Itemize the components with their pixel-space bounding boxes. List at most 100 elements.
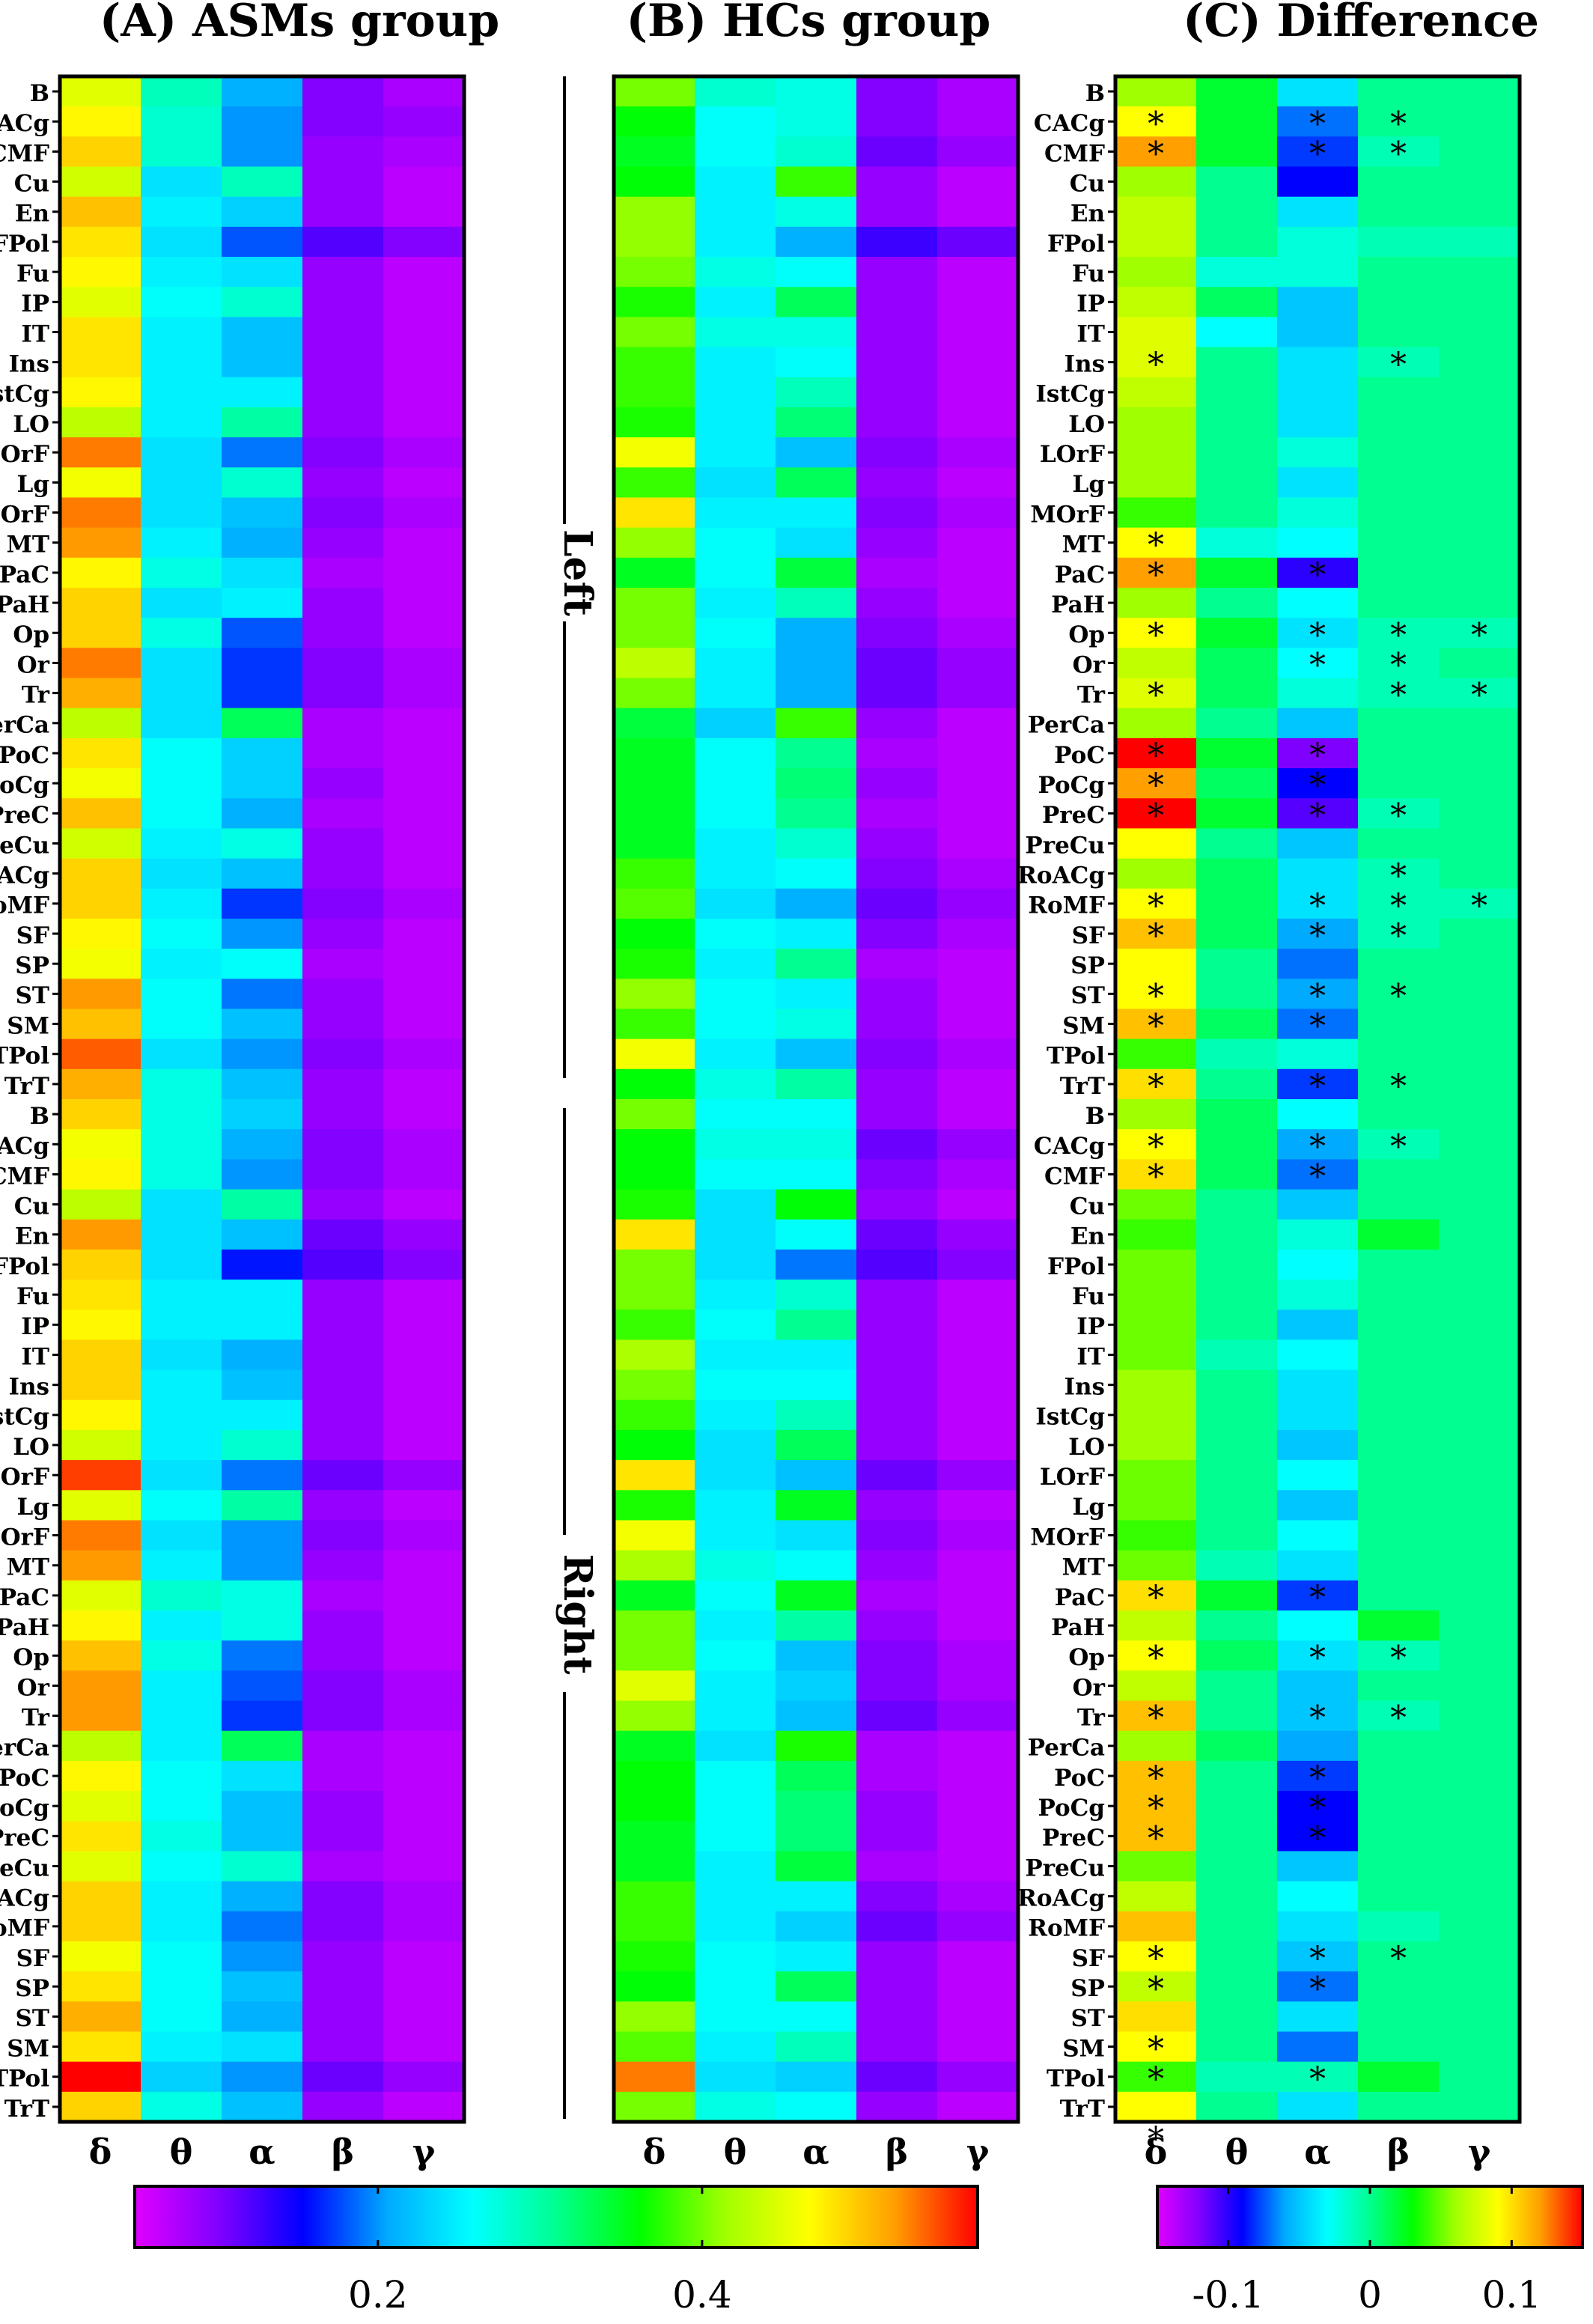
- heatmap-cell: [1358, 2001, 1440, 2033]
- heatmap-cell: [856, 1941, 938, 1972]
- heatmap-cell: [383, 1219, 465, 1250]
- heatmap-cell: [695, 1821, 776, 1852]
- heatmap-cell: [1277, 1821, 1359, 1852]
- heatmap-cell: [1358, 1309, 1440, 1341]
- heatmap-cell: [937, 467, 1019, 499]
- row-labels-right: BCACgCMFCuEnFPolFuIPITInsIstCgLOLOrFLgMO…: [1017, 80, 1115, 2123]
- heatmap-cell: [1196, 2031, 1278, 2063]
- heatmap-cell: [1358, 287, 1440, 318]
- heatmap-cell: [1196, 1760, 1278, 1792]
- heatmap-cell: [60, 1911, 141, 1942]
- heatmap-cell: [1196, 1189, 1278, 1220]
- heatmap-cell: [383, 1700, 465, 1732]
- heatmap-cell: [776, 708, 857, 739]
- heatmap-cell: [222, 2091, 303, 2123]
- row-label: MT: [7, 1554, 49, 1581]
- hemisphere-divider: Left Right: [555, 76, 600, 2119]
- heatmap-cell: [302, 347, 384, 378]
- heatmap-cell: [141, 1099, 222, 1130]
- heatmap-cell: [1277, 527, 1359, 559]
- heatmap-cell: [1358, 949, 1440, 979]
- heatmap-cell: [1196, 678, 1278, 709]
- heatmap-cell: [60, 1189, 141, 1220]
- heatmap-cell: [695, 437, 776, 468]
- heatmap-cell: [776, 407, 857, 438]
- heatmap-cell: [141, 317, 222, 348]
- significance-marker: *: [1309, 887, 1326, 925]
- panel-b-title: (B) HCs group: [627, 0, 991, 47]
- heatmap-cell: [695, 136, 776, 168]
- heatmap-cell: [937, 196, 1019, 228]
- heatmap-cell: [614, 106, 695, 137]
- significance-marker: *: [1309, 1128, 1326, 1166]
- heatmap-cell: [856, 1129, 938, 1160]
- row-label: Ins: [9, 1374, 50, 1401]
- heatmap-cell: [1358, 648, 1440, 679]
- heatmap-cell: [1196, 467, 1278, 499]
- heatmap-cell: [1439, 979, 1520, 1010]
- heatmap-cell: [856, 737, 938, 769]
- heatmap-cell: [1277, 1038, 1359, 1070]
- heatmap-cell: [1358, 76, 1440, 107]
- heatmap-cell: [1115, 196, 1197, 228]
- heatmap-cell: [776, 1429, 857, 1461]
- heatmap-cell: [60, 1941, 141, 1972]
- heatmap-cell: [1439, 1129, 1520, 1160]
- heatmap-cell: [383, 737, 465, 769]
- heatmap-cell: [141, 106, 222, 137]
- heatmap-cell: [302, 1760, 384, 1792]
- heatmap-cell: [695, 1760, 776, 1792]
- heatmap-cell: [1358, 1429, 1440, 1461]
- heatmap-cell: [856, 437, 938, 468]
- heatmap-cell: [141, 1580, 222, 1611]
- heatmap-cell: [856, 1460, 938, 1491]
- heatmap-cell: [1115, 828, 1197, 860]
- heatmap-cell: [141, 407, 222, 438]
- heatmap-cell: [302, 1791, 384, 1822]
- significance-marker: *: [1148, 737, 1164, 775]
- heatmap-cell: [856, 1159, 938, 1190]
- heatmap-cell: [1115, 678, 1197, 709]
- row-label: Or: [17, 1674, 50, 1701]
- heatmap-cell: [937, 1640, 1019, 1671]
- heatmap-cell: [695, 979, 776, 1010]
- heatmap-cell: [1439, 106, 1520, 137]
- heatmap-cell: [856, 1550, 938, 1581]
- heatmap-cell: [776, 257, 857, 288]
- heatmap-cell: [1196, 2001, 1278, 2033]
- heatmap-cell: [1358, 798, 1440, 830]
- heatmap-cell: [222, 1460, 303, 1491]
- heatmap-cell: [937, 1550, 1019, 1581]
- heatmap-cell: [222, 888, 303, 919]
- heatmap-cell: [1358, 377, 1440, 408]
- row-label: TrT: [4, 1073, 49, 1100]
- significance-marker: *: [1309, 616, 1326, 654]
- heatmap-cell: [856, 1309, 938, 1341]
- heatmap-cell: [695, 1490, 776, 1521]
- heatmap-cell: [1115, 226, 1197, 258]
- heatmap-cell: [1439, 1881, 1520, 1912]
- heatmap-cell: [937, 858, 1019, 889]
- heatmap-cell: [614, 1640, 695, 1671]
- row-label: Tr: [1077, 1704, 1106, 1731]
- heatmap-cell: [776, 1460, 857, 1491]
- heatmap-cell: [1358, 979, 1440, 1010]
- heatmap-cell: [1358, 527, 1440, 559]
- heatmap-cell: [222, 1941, 303, 1972]
- heatmap-cell: [1115, 437, 1197, 468]
- heatmap-cell: [302, 287, 384, 318]
- heatmap-cell: [937, 2091, 1019, 2123]
- heatmap-cell: [695, 1520, 776, 1551]
- significance-marker: *: [1148, 556, 1164, 594]
- heatmap-cell: [776, 1670, 857, 1702]
- row-label: PoCg: [0, 772, 49, 799]
- heatmap-cell: [1358, 618, 1440, 648]
- x-tick-label: β: [886, 2132, 909, 2172]
- heatmap-cell: [695, 1009, 776, 1040]
- heatmap-cell: [222, 2001, 303, 2033]
- panel-c-title: (C) Difference: [1183, 0, 1539, 47]
- row-label: TrT: [1060, 2096, 1105, 2123]
- heatmap-cell: [141, 467, 222, 499]
- heatmap-cell: [1196, 1821, 1278, 1852]
- heatmap-cell: [141, 1038, 222, 1070]
